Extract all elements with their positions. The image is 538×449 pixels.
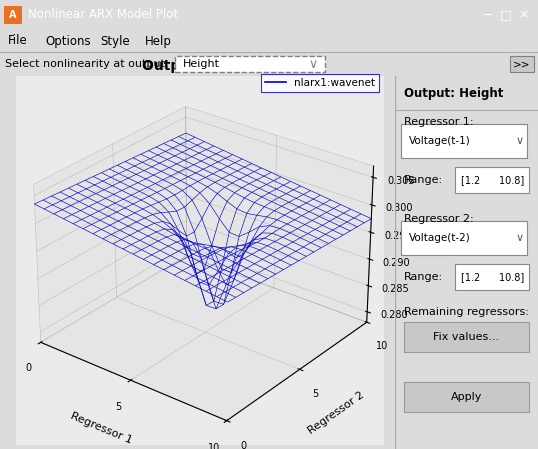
Text: A: A	[9, 10, 17, 20]
Text: [1.2      10.8]: [1.2 10.8]	[461, 176, 524, 185]
X-axis label: Regressor 1: Regressor 1	[69, 411, 134, 446]
Text: Help: Help	[145, 35, 172, 48]
Bar	[404, 382, 529, 412]
Text: ∨: ∨	[515, 233, 523, 243]
Text: Nonlinear ARX Model Plot: Nonlinear ARX Model Plot	[28, 9, 178, 22]
Text: □: □	[500, 9, 512, 22]
Y-axis label: Regressor 2: Regressor 2	[306, 390, 366, 436]
Text: Fix values...: Fix values...	[434, 332, 500, 342]
Bar	[401, 124, 527, 158]
Text: >>: >>	[513, 59, 531, 69]
Text: Options: Options	[45, 35, 90, 48]
Legend: nlarx1:wavenet: nlarx1:wavenet	[261, 74, 379, 92]
Bar	[510, 56, 534, 72]
Text: Height: Height	[183, 59, 220, 69]
Text: Output: Height: Output: Height	[404, 87, 503, 100]
Bar	[404, 322, 529, 352]
Text: ×: ×	[519, 9, 529, 22]
Bar	[175, 56, 325, 72]
Text: Style: Style	[100, 35, 130, 48]
Text: −: −	[483, 9, 493, 22]
Bar	[401, 221, 527, 255]
Text: Remaining regressors:: Remaining regressors:	[404, 307, 528, 317]
Text: Regressor 1:: Regressor 1:	[404, 117, 473, 127]
Text: Select nonlinearity at output:: Select nonlinearity at output:	[5, 59, 168, 69]
Text: Regressor 2:: Regressor 2:	[404, 214, 473, 224]
Text: Range:: Range:	[404, 176, 443, 185]
Bar	[455, 264, 529, 291]
Bar	[4, 6, 22, 24]
Text: Voltage(t-1): Voltage(t-1)	[409, 136, 471, 146]
Text: Range:: Range:	[404, 273, 443, 282]
Bar	[455, 167, 529, 194]
Text: ∨: ∨	[308, 57, 317, 70]
Text: [1.2      10.8]: [1.2 10.8]	[461, 273, 524, 282]
Text: Voltage(t-2): Voltage(t-2)	[409, 233, 471, 243]
Text: Apply: Apply	[451, 392, 482, 402]
Title: Output: Height: Output: Height	[141, 59, 259, 74]
Text: ∨: ∨	[515, 136, 523, 146]
Text: File: File	[8, 35, 28, 48]
